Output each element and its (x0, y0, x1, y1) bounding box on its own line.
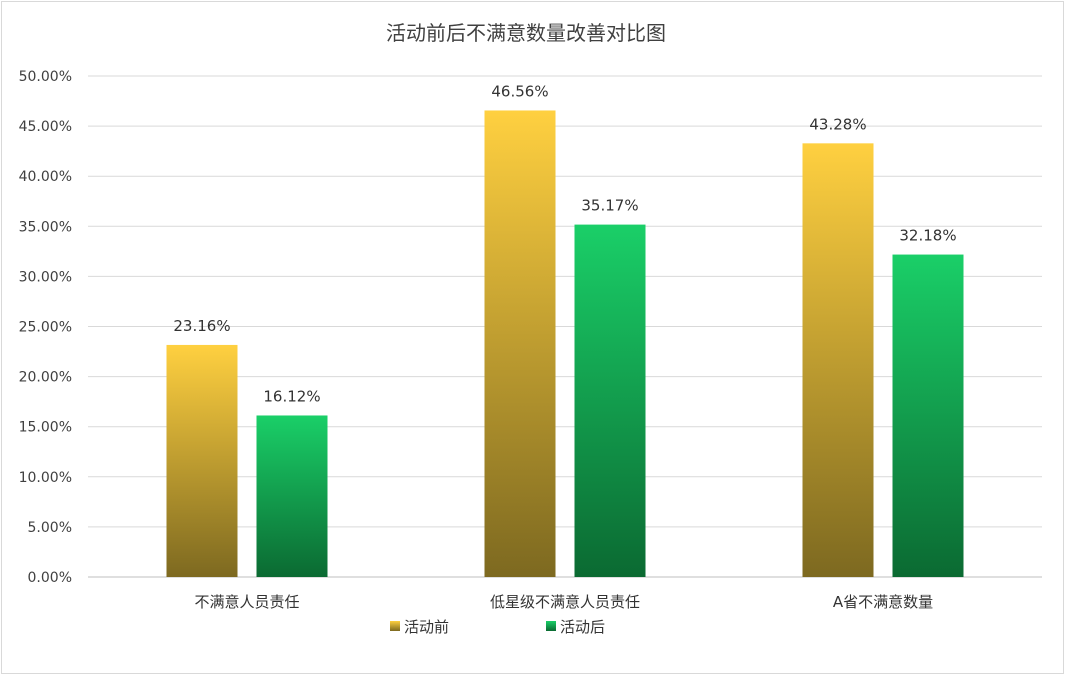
gridlines (88, 75, 1042, 578)
bar (574, 224, 646, 577)
y-tick-label: 5.00% (28, 520, 72, 536)
y-tick-label: 30.00% (19, 269, 72, 285)
legend-swatch (546, 621, 556, 631)
y-tick-label: 40.00% (19, 169, 72, 185)
legend-label: 活动前 (404, 618, 449, 636)
y-tick-label: 50.00% (19, 69, 72, 85)
data-label: 43.28% (809, 115, 866, 133)
legend: 活动前 活动后 (390, 618, 605, 636)
y-tick-label: 35.00% (19, 219, 72, 235)
legend-swatch (390, 621, 400, 631)
y-axis-ticks: 0.00% 5.00% 10.00% 15.00% 20.00% 25.00% 30.00%… (19, 69, 72, 586)
data-label: 35.17% (581, 197, 638, 215)
x-category-label: 不满意人员责任 (194, 593, 299, 611)
y-tick-label: 25.00% (19, 320, 72, 336)
data-label: 46.56% (491, 82, 548, 100)
bar (802, 143, 874, 577)
chart-title: 活动前后不满意数量改善对比图 (386, 21, 666, 45)
bar (166, 344, 238, 577)
x-category-label: A省不满意数量 (833, 593, 933, 611)
legend-label: 活动后 (560, 618, 605, 636)
data-label: 23.16% (173, 317, 230, 335)
bars (166, 110, 964, 577)
bar (892, 254, 964, 577)
y-tick-label: 15.00% (19, 420, 72, 436)
y-tick-label: 45.00% (19, 119, 72, 135)
bar (256, 415, 328, 577)
data-label: 16.12% (263, 387, 320, 405)
y-tick-label: 20.00% (19, 370, 72, 386)
data-labels: 23.16% 16.12% 46.56% 35.17% 43.28% 32.18% (173, 82, 956, 405)
y-tick-label: 0.00% (28, 570, 72, 586)
y-tick-label: 10.00% (19, 470, 72, 486)
data-label: 32.18% (899, 227, 956, 245)
x-axis-categories: 不满意人员责任 低星级不满意人员责任 A省不满意数量 (194, 593, 933, 611)
x-category-label: 低星级不满意人员责任 (490, 593, 640, 611)
bar (484, 110, 556, 577)
